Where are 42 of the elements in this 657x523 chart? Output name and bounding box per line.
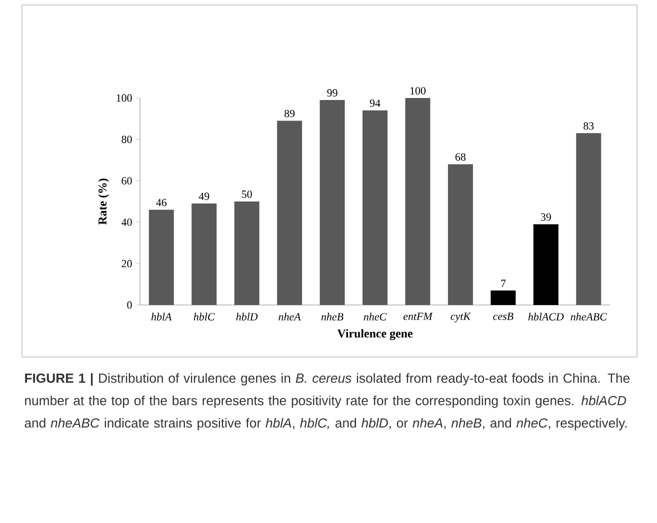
y-tick-label: 100	[116, 94, 132, 102]
y-tick-label: 40	[121, 218, 132, 226]
y-axis-title: Rate (%)	[98, 178, 109, 225]
data-label: 99	[327, 89, 338, 97]
data-label: 68	[455, 153, 466, 161]
data-label: 94	[370, 100, 380, 107]
x-tick-label: hblD	[236, 312, 258, 320]
x-tick-label: nheABC	[570, 312, 608, 320]
y-tick-label: 60	[122, 177, 132, 184]
data-label: 83	[584, 122, 594, 130]
bar	[533, 224, 558, 305]
y-tick-label: 0	[127, 301, 132, 309]
data-label: 46	[156, 198, 167, 206]
bar	[490, 290, 516, 305]
x-tick-label: cesB	[493, 312, 514, 320]
x-tick-label: hblACD	[528, 312, 564, 320]
data-label: 49	[198, 192, 210, 200]
bar	[277, 120, 302, 305]
bar	[362, 110, 388, 305]
bar	[320, 100, 345, 305]
data-label: 7	[501, 280, 506, 287]
bar	[405, 98, 430, 305]
data-label: 50	[242, 190, 252, 198]
bar	[148, 210, 174, 305]
bar	[448, 164, 473, 305]
bar	[192, 204, 217, 305]
y-tick-label: 80	[122, 136, 132, 144]
data-label: 100	[410, 87, 426, 94]
x-axis-title: Virulence gene	[337, 329, 412, 340]
x-tick-label: nheC	[364, 312, 387, 320]
data-label: 89	[284, 110, 295, 118]
x-tick-label: entFM	[403, 312, 433, 320]
data-label: 39	[540, 213, 551, 221]
x-tick-label: nheB	[321, 312, 344, 320]
y-tick-label: 20	[122, 260, 132, 268]
bar	[234, 201, 260, 305]
bar	[576, 133, 602, 305]
text: FIGURE 1 | Distribution of virulence genes in B. cereus isolated from ready-to-eat foods in China. The number at the top of the bars represents the positivity rate for the corresponding toxin genes. hblACD and nheABC indicate strains positive for hblA, hblC, and hblD, or nheA, nheB, and nheC, respectively.	[24, 373, 630, 430]
x-tick-label: hblC	[194, 312, 215, 320]
x-tick-label: nheA	[278, 312, 301, 320]
x-tick-label: cytK	[450, 312, 471, 322]
x-tick-label: hblA	[151, 312, 172, 320]
